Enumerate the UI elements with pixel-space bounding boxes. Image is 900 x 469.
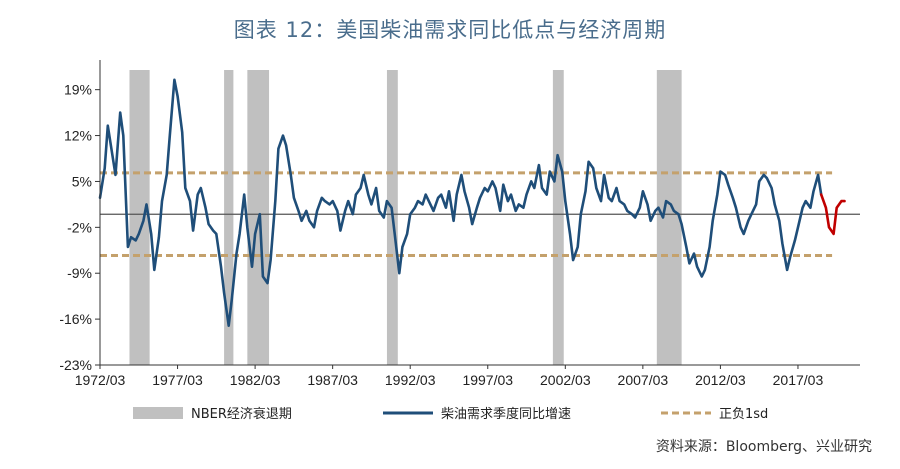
x-tick-label: 1997/03 — [462, 372, 513, 388]
recession-bands — [129, 70, 682, 365]
legend: NBER经济衰退期 柴油需求季度同比增速 正负1sd — [133, 406, 768, 422]
y-tick-label: 12% — [64, 128, 92, 144]
legend-label: 柴油需求季度同比增速 — [441, 406, 571, 422]
recession-band — [656, 70, 682, 365]
series-lines — [98, 78, 846, 328]
y-tick-label: -9% — [67, 265, 92, 281]
x-tick-label: 1977/03 — [152, 372, 203, 388]
y-tick-label: 5% — [72, 173, 92, 189]
y-tick-label: 19% — [64, 82, 92, 98]
x-tick-label: 1987/03 — [307, 372, 358, 388]
source-note: 资料来源：Bloomberg、兴业研究 — [655, 439, 872, 455]
recession-band — [552, 70, 564, 365]
recession-band — [224, 70, 234, 365]
x-tick-label: 2002/03 — [540, 372, 591, 388]
chart-title: 图表 12：美国柴油需求同比低点与经济周期 — [233, 18, 667, 42]
x-tick-label: 1992/03 — [385, 372, 436, 388]
x-tick-label: 2007/03 — [618, 372, 669, 388]
y-tick-label: -2% — [67, 219, 92, 235]
x-tick-label: 1972/03 — [75, 372, 126, 388]
legend-swatch-recession — [133, 407, 183, 419]
recession-band — [129, 70, 150, 365]
legend-label: 正负1sd — [719, 407, 768, 422]
reference-lines — [100, 171, 860, 258]
x-tick-label: 2012/03 — [695, 372, 746, 388]
series-line — [819, 193, 846, 236]
x-tick-label: 1982/03 — [230, 372, 281, 388]
axes: 19% 12% 5% -2% -9% -16% -23%1972/03 1977/03 1982… — [59, 60, 860, 388]
y-tick-label: -16% — [59, 311, 92, 327]
series-line — [98, 78, 823, 328]
legend-label: NBER经济衰退期 — [191, 406, 292, 422]
y-tick-label: -23% — [59, 357, 92, 373]
x-tick-label: 2017/03 — [773, 372, 824, 388]
